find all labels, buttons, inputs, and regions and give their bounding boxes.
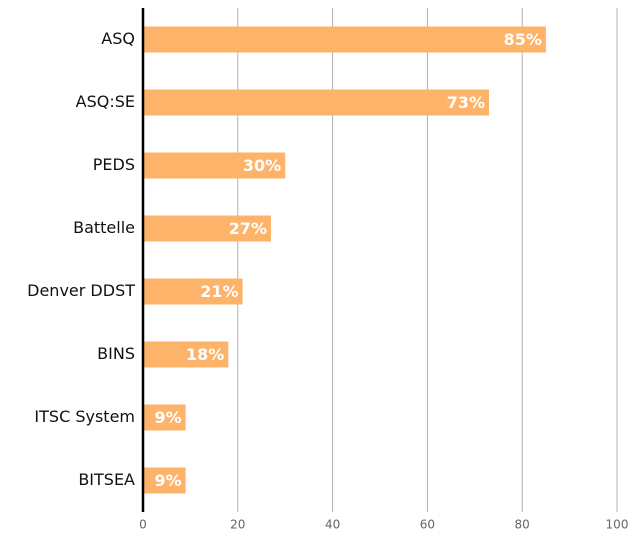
y-tick-label: BINS — [97, 344, 135, 363]
bar — [143, 152, 286, 179]
x-tick-label: 80 — [515, 518, 530, 532]
x-tick-label: 100 — [606, 518, 629, 532]
bar — [143, 278, 243, 305]
y-tick-label: ASQ — [101, 29, 135, 48]
y-tick-label: ASQ:SE — [76, 92, 135, 111]
value-label: 85% — [504, 30, 542, 49]
value-label: 27% — [229, 219, 267, 238]
bar — [143, 341, 229, 368]
bar — [143, 467, 186, 494]
bar — [143, 404, 186, 431]
y-tick-label: PEDS — [93, 155, 135, 174]
value-label: 18% — [186, 345, 224, 364]
value-label: 9% — [154, 408, 181, 427]
bar — [143, 89, 490, 116]
x-tick-label: 0 — [139, 518, 147, 532]
value-label: 9% — [154, 471, 181, 490]
y-tick-label: ITSC System — [34, 407, 135, 426]
y-tick-label: Battelle — [73, 218, 135, 237]
value-label: 30% — [243, 156, 281, 175]
y-tick-label: BITSEA — [78, 470, 135, 489]
x-tick-label: 40 — [325, 518, 340, 532]
bar — [143, 215, 271, 242]
bar — [143, 26, 546, 53]
x-tick-label: 60 — [420, 518, 435, 532]
value-label: 73% — [447, 93, 485, 112]
y-tick-label: Denver DDST — [27, 281, 135, 300]
value-label: 21% — [200, 282, 238, 301]
x-tick-label: 20 — [230, 518, 245, 532]
